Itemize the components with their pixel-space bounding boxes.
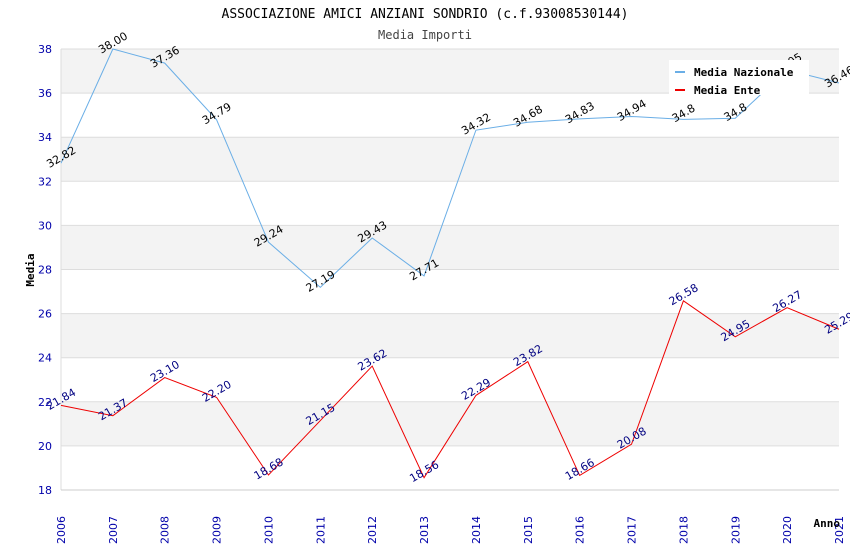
x-axis-label: Anno — [814, 517, 841, 530]
y-tick-label: 20 — [38, 440, 52, 453]
grid-band — [61, 93, 839, 138]
y-axis-label: Media — [24, 253, 37, 286]
chart-subtitle: Media Importi — [378, 28, 472, 42]
x-tick-label: 2014 — [470, 516, 483, 544]
y-tick-label: 34 — [38, 131, 52, 144]
series-lines — [60, 48, 840, 479]
grid-band — [61, 401, 839, 446]
x-tick-label: 2010 — [262, 516, 275, 544]
grid-band — [61, 137, 839, 182]
x-tick-label: 2016 — [574, 516, 587, 544]
series-line-media-nazionale — [60, 48, 840, 289]
series-line-media-ente — [60, 300, 840, 479]
x-tick-label: 2006 — [55, 516, 68, 544]
grid-band — [61, 269, 839, 314]
y-tick-label: 38 — [38, 43, 52, 56]
y-tick-label: 36 — [38, 87, 52, 100]
y-tick-label: 32 — [38, 175, 52, 188]
legend-label: Media Ente — [694, 84, 761, 97]
x-axis-ticks: 2006 2007 2008 2009 2010 2011 2012 2013 2014 2015… — [55, 516, 846, 544]
y-tick-label: 30 — [38, 219, 52, 232]
x-tick-label: 2007 — [107, 516, 120, 544]
grid-band — [61, 445, 839, 490]
legend-box — [669, 60, 809, 95]
y-tick-label: 28 — [38, 264, 52, 277]
x-tick-label: 2019 — [729, 516, 742, 544]
grid-band — [61, 357, 839, 402]
x-tick-label: 2015 — [522, 516, 535, 544]
x-tick-label: 2009 — [211, 516, 224, 544]
chart-title: ASSOCIAZIONE AMICI ANZIANI SONDRIO (c.f.… — [222, 7, 629, 22]
legend: Media Nazionale Media Ente — [669, 60, 809, 97]
y-axis-ticks: 18 20 22 24 26 28 30 32 34 36 38 — [38, 43, 52, 497]
x-tick-label: 2018 — [677, 516, 690, 544]
x-tick-label: 2021 — [833, 516, 846, 544]
y-tick-label: 22 — [38, 396, 52, 409]
x-tick-label: 2008 — [159, 516, 172, 544]
y-tick-label: 26 — [38, 308, 52, 321]
x-tick-label: 2011 — [314, 516, 327, 544]
grid-bands — [61, 49, 839, 490]
y-tick-label: 18 — [38, 484, 52, 497]
x-tick-label: 2013 — [418, 516, 431, 544]
legend-label: Media Nazionale — [694, 66, 794, 79]
y-tick-label: 24 — [38, 352, 52, 365]
x-tick-label: 2020 — [781, 516, 794, 544]
x-tick-label: 2017 — [626, 516, 639, 544]
grid-band — [61, 225, 839, 270]
grid-band — [61, 313, 839, 358]
x-tick-label: 2012 — [366, 516, 379, 544]
grid-lines — [60, 48, 839, 491]
